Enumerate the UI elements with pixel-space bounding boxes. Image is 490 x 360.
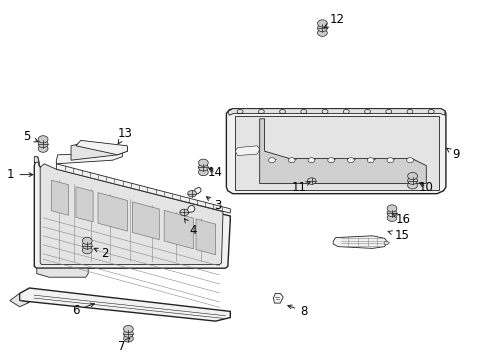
Text: 8: 8 <box>288 305 308 318</box>
Polygon shape <box>132 202 159 240</box>
Text: 1: 1 <box>7 168 33 181</box>
Circle shape <box>198 164 208 171</box>
Text: 9: 9 <box>446 148 460 161</box>
Polygon shape <box>228 109 445 115</box>
Circle shape <box>318 24 327 32</box>
Circle shape <box>347 158 354 163</box>
Circle shape <box>38 136 48 143</box>
Polygon shape <box>71 144 127 160</box>
Circle shape <box>180 209 189 216</box>
Text: 5: 5 <box>23 130 38 143</box>
Circle shape <box>308 158 315 163</box>
Text: 15: 15 <box>388 229 409 242</box>
Circle shape <box>328 158 335 163</box>
Circle shape <box>188 190 196 197</box>
Circle shape <box>408 182 417 189</box>
Circle shape <box>407 158 414 163</box>
Text: 10: 10 <box>419 181 434 194</box>
Circle shape <box>82 247 92 254</box>
Circle shape <box>387 158 394 163</box>
Circle shape <box>387 205 397 212</box>
Text: 14: 14 <box>208 166 223 179</box>
Polygon shape <box>196 219 216 255</box>
Polygon shape <box>37 268 88 277</box>
Polygon shape <box>164 210 194 249</box>
Circle shape <box>387 214 397 221</box>
Circle shape <box>82 237 92 244</box>
Circle shape <box>318 29 327 36</box>
Polygon shape <box>51 180 69 215</box>
Circle shape <box>269 158 275 163</box>
Circle shape <box>198 159 208 166</box>
Polygon shape <box>76 187 93 222</box>
Polygon shape <box>40 164 223 265</box>
Polygon shape <box>226 109 446 194</box>
Polygon shape <box>98 193 127 231</box>
Text: 4: 4 <box>184 219 197 237</box>
Polygon shape <box>34 157 39 164</box>
Polygon shape <box>20 288 230 321</box>
Polygon shape <box>10 293 29 307</box>
Text: 16: 16 <box>392 213 410 226</box>
Polygon shape <box>187 205 195 212</box>
Polygon shape <box>76 140 127 155</box>
Polygon shape <box>260 119 426 184</box>
Circle shape <box>408 177 417 184</box>
Polygon shape <box>273 293 283 303</box>
Polygon shape <box>235 116 439 190</box>
Polygon shape <box>235 146 260 156</box>
Text: 2: 2 <box>94 247 109 260</box>
Circle shape <box>38 145 48 152</box>
Circle shape <box>123 325 133 333</box>
Circle shape <box>387 210 397 217</box>
Circle shape <box>307 178 316 184</box>
Circle shape <box>198 168 208 176</box>
Polygon shape <box>194 187 201 194</box>
Circle shape <box>367 158 374 163</box>
Text: 13: 13 <box>118 127 132 144</box>
Circle shape <box>82 242 92 249</box>
Circle shape <box>38 140 48 148</box>
Polygon shape <box>56 164 230 213</box>
Polygon shape <box>333 236 387 248</box>
Circle shape <box>288 158 295 163</box>
Circle shape <box>408 172 417 180</box>
Polygon shape <box>34 157 230 268</box>
Polygon shape <box>56 153 122 164</box>
Text: 3: 3 <box>206 197 222 212</box>
Text: 11: 11 <box>292 181 310 194</box>
Text: 7: 7 <box>118 338 130 353</box>
Polygon shape <box>384 241 390 245</box>
Text: 6: 6 <box>72 303 95 317</box>
Text: 12: 12 <box>324 13 344 28</box>
Circle shape <box>318 20 327 27</box>
Circle shape <box>123 335 133 342</box>
Circle shape <box>123 330 133 337</box>
